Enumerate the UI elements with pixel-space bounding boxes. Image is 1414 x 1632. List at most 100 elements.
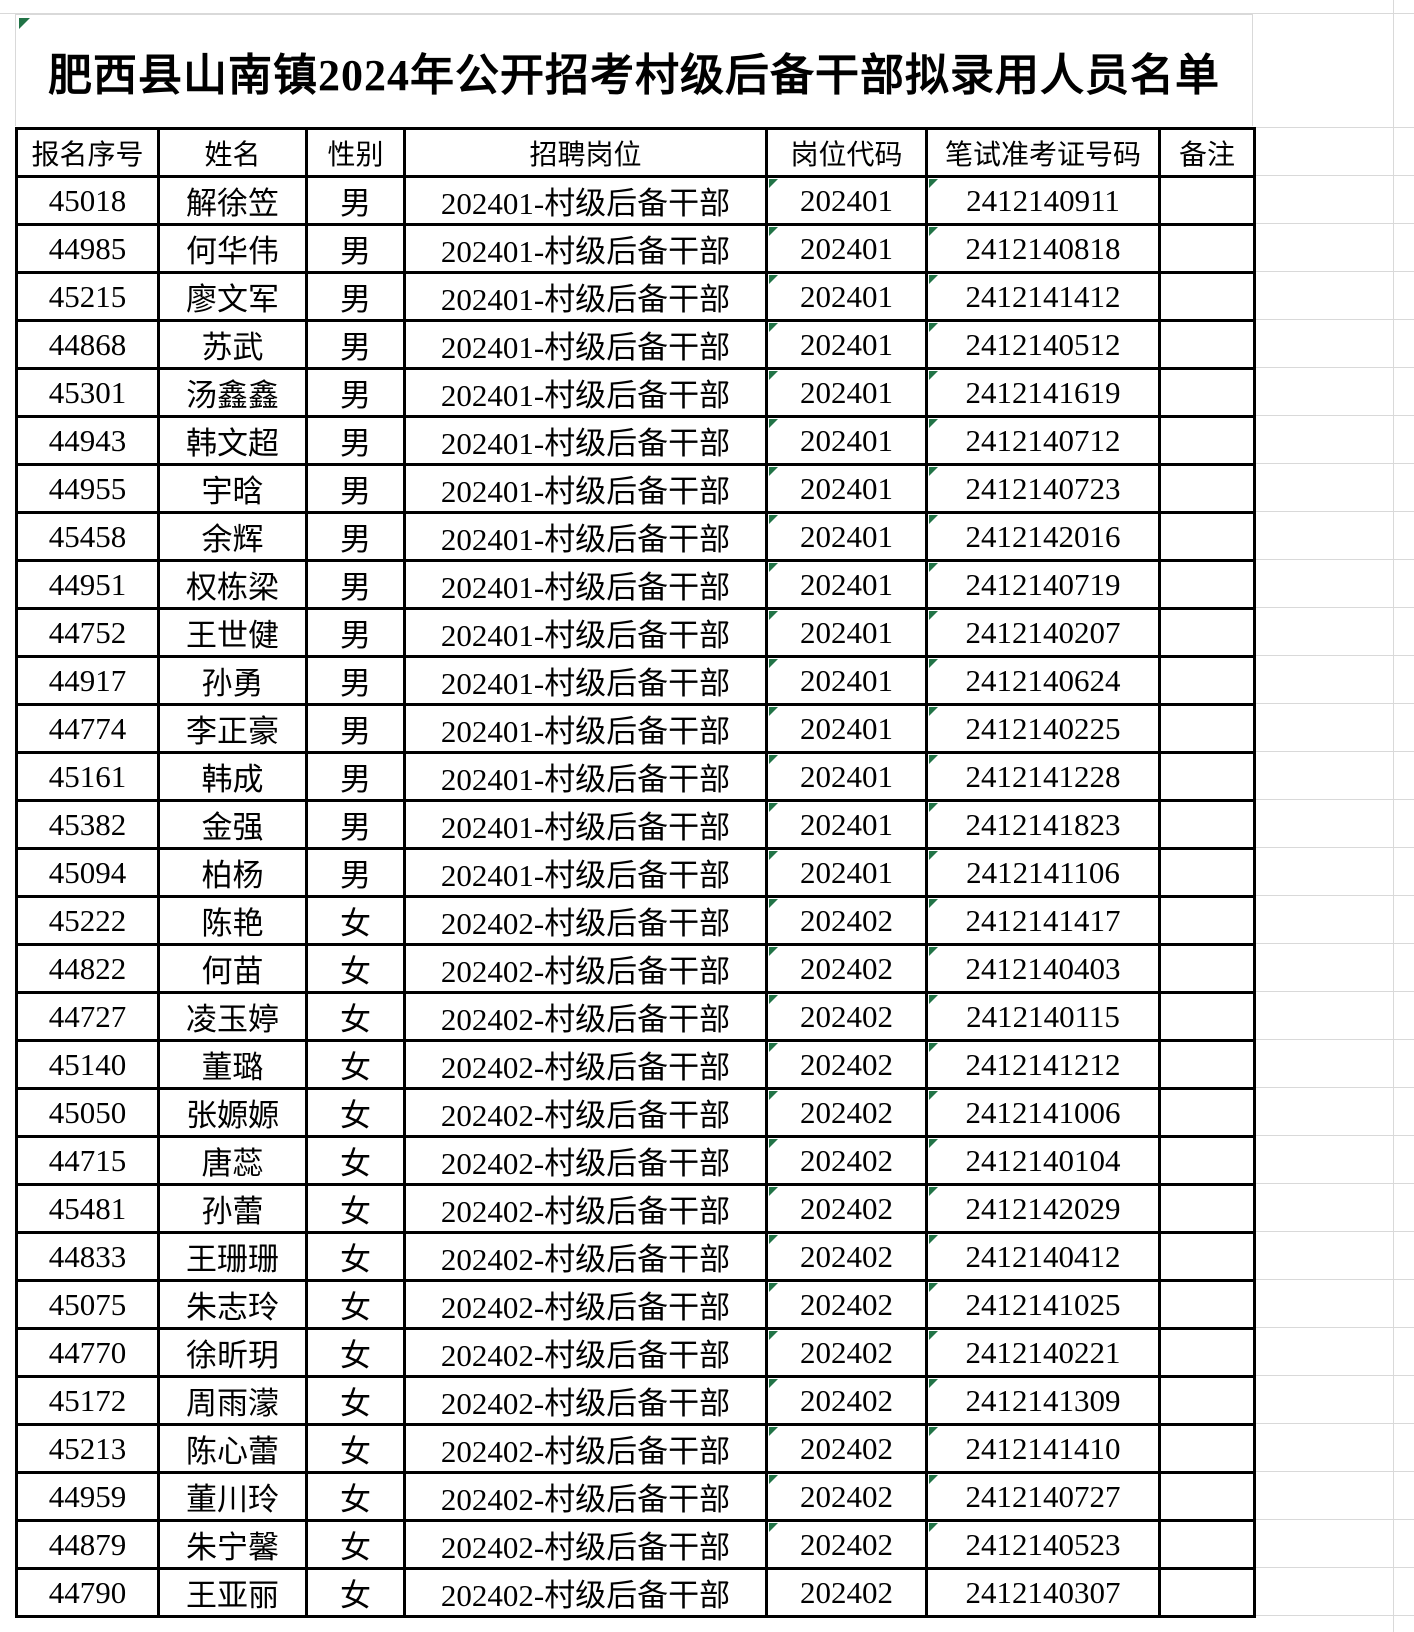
cell-serial-no[interactable]: 44752 <box>15 607 160 658</box>
cell-name[interactable]: 余辉 <box>157 511 308 562</box>
cell-remark[interactable] <box>1158 1279 1256 1330</box>
cell-serial-no[interactable]: 44943 <box>15 415 160 466</box>
cell-remark[interactable] <box>1158 1375 1256 1426</box>
cell-position[interactable]: 202401-村级后备干部 <box>403 607 768 658</box>
cell-remark[interactable] <box>1158 223 1256 274</box>
cell-remark[interactable] <box>1158 607 1256 658</box>
cell-remark[interactable] <box>1158 1087 1256 1138</box>
cell-position-code[interactable]: 202401 <box>765 847 928 898</box>
cell-gender[interactable]: 男 <box>305 655 406 706</box>
cell-remark[interactable] <box>1158 991 1256 1042</box>
cell-ticket-number[interactable]: 2412140723 <box>925 463 1161 514</box>
cell-position[interactable]: 202401-村级后备干部 <box>403 799 768 850</box>
cell-position[interactable]: 202401-村级后备干部 <box>403 703 768 754</box>
header-serial-no[interactable]: 报名序号 <box>15 127 160 178</box>
cell-ticket-number[interactable]: 2412140403 <box>925 943 1161 994</box>
cell-position-code[interactable]: 202401 <box>765 223 928 274</box>
cell-name[interactable]: 解徐笠 <box>157 175 308 226</box>
cell-serial-no[interactable]: 45094 <box>15 847 160 898</box>
cell-name[interactable]: 王世健 <box>157 607 308 658</box>
cell-remark[interactable] <box>1158 703 1256 754</box>
cell-gender[interactable]: 男 <box>305 463 406 514</box>
cell-position-code[interactable]: 202402 <box>765 1135 928 1186</box>
cell-position[interactable]: 202402-村级后备干部 <box>403 1231 768 1282</box>
cell-position[interactable]: 202402-村级后备干部 <box>403 1327 768 1378</box>
cell-gender[interactable]: 男 <box>305 367 406 418</box>
cell-position[interactable]: 202401-村级后备干部 <box>403 751 768 802</box>
cell-name[interactable]: 王珊珊 <box>157 1231 308 1282</box>
cell-remark[interactable] <box>1158 847 1256 898</box>
cell-ticket-number[interactable]: 2412141619 <box>925 367 1161 418</box>
cell-gender[interactable]: 女 <box>305 1375 406 1426</box>
cell-ticket-number[interactable]: 2412140818 <box>925 223 1161 274</box>
cell-ticket-number[interactable]: 2412140523 <box>925 1519 1161 1570</box>
cell-ticket-number[interactable]: 2412141823 <box>925 799 1161 850</box>
cell-position-code[interactable]: 202402 <box>765 1327 928 1378</box>
cell-position-code[interactable]: 202402 <box>765 943 928 994</box>
cell-position-code[interactable]: 202401 <box>765 655 928 706</box>
cell-ticket-number[interactable]: 2412140624 <box>925 655 1161 706</box>
header-position-code[interactable]: 岗位代码 <box>765 127 928 178</box>
cell-position[interactable]: 202402-村级后备干部 <box>403 1039 768 1090</box>
cell-ticket-number[interactable]: 2412142029 <box>925 1183 1161 1234</box>
cell-remark[interactable] <box>1158 415 1256 466</box>
cell-position[interactable]: 202401-村级后备干部 <box>403 223 768 274</box>
cell-position[interactable]: 202402-村级后备干部 <box>403 1375 768 1426</box>
cell-remark[interactable] <box>1158 175 1256 226</box>
cell-serial-no[interactable]: 44774 <box>15 703 160 754</box>
cell-name[interactable]: 韩成 <box>157 751 308 802</box>
cell-remark[interactable] <box>1158 1231 1256 1282</box>
cell-remark[interactable] <box>1158 1039 1256 1090</box>
cell-gender[interactable]: 女 <box>305 1519 406 1570</box>
cell-gender[interactable]: 女 <box>305 1087 406 1138</box>
cell-position[interactable]: 202402-村级后备干部 <box>403 1135 768 1186</box>
cell-gender[interactable]: 女 <box>305 1279 406 1330</box>
cell-ticket-number[interactable]: 2412141006 <box>925 1087 1161 1138</box>
cell-position-code[interactable]: 202401 <box>765 367 928 418</box>
cell-name[interactable]: 孙蕾 <box>157 1183 308 1234</box>
cell-position[interactable]: 202402-村级后备干部 <box>403 1567 768 1618</box>
cell-gender[interactable]: 男 <box>305 415 406 466</box>
cell-serial-no[interactable]: 44879 <box>15 1519 160 1570</box>
cell-gender[interactable]: 女 <box>305 895 406 946</box>
cell-name[interactable]: 朱宁馨 <box>157 1519 308 1570</box>
cell-position-code[interactable]: 202401 <box>765 271 928 322</box>
cell-serial-no[interactable]: 44985 <box>15 223 160 274</box>
cell-serial-no[interactable]: 44833 <box>15 1231 160 1282</box>
cell-name[interactable]: 汤鑫鑫 <box>157 367 308 418</box>
cell-gender[interactable]: 男 <box>305 511 406 562</box>
cell-position[interactable]: 202402-村级后备干部 <box>403 943 768 994</box>
cell-position[interactable]: 202402-村级后备干部 <box>403 1087 768 1138</box>
cell-position-code[interactable]: 202401 <box>765 799 928 850</box>
cell-position-code[interactable]: 202402 <box>765 1375 928 1426</box>
cell-position[interactable]: 202401-村级后备干部 <box>403 655 768 706</box>
cell-gender[interactable]: 男 <box>305 703 406 754</box>
cell-remark[interactable] <box>1158 1567 1256 1618</box>
cell-name[interactable]: 何苗 <box>157 943 308 994</box>
cell-remark[interactable] <box>1158 655 1256 706</box>
cell-position-code[interactable]: 202402 <box>765 1519 928 1570</box>
header-position[interactable]: 招聘岗位 <box>403 127 768 178</box>
cell-remark[interactable] <box>1158 1183 1256 1234</box>
cell-serial-no[interactable]: 44790 <box>15 1567 160 1618</box>
cell-name[interactable]: 柏杨 <box>157 847 308 898</box>
cell-remark[interactable] <box>1158 943 1256 994</box>
cell-position-code[interactable]: 202402 <box>765 1087 928 1138</box>
cell-ticket-number[interactable]: 2412140225 <box>925 703 1161 754</box>
cell-serial-no[interactable]: 44951 <box>15 559 160 610</box>
title-cell[interactable]: 肥西县山南镇2024年公开招考村级后备干部拟录用人员名单 <box>15 14 1253 126</box>
cell-position[interactable]: 202401-村级后备干部 <box>403 847 768 898</box>
cell-position[interactable]: 202401-村级后备干部 <box>403 271 768 322</box>
cell-position-code[interactable]: 202402 <box>765 1039 928 1090</box>
cell-position[interactable]: 202402-村级后备干部 <box>403 1471 768 1522</box>
cell-serial-no[interactable]: 45172 <box>15 1375 160 1426</box>
cell-name[interactable]: 朱志玲 <box>157 1279 308 1330</box>
cell-position-code[interactable]: 202402 <box>765 1471 928 1522</box>
cell-name[interactable]: 徐昕玥 <box>157 1327 308 1378</box>
cell-serial-no[interactable]: 44959 <box>15 1471 160 1522</box>
cell-name[interactable]: 金强 <box>157 799 308 850</box>
cell-serial-no[interactable]: 45222 <box>15 895 160 946</box>
cell-serial-no[interactable]: 45161 <box>15 751 160 802</box>
cell-position-code[interactable]: 202402 <box>765 991 928 1042</box>
cell-name[interactable]: 陈艳 <box>157 895 308 946</box>
